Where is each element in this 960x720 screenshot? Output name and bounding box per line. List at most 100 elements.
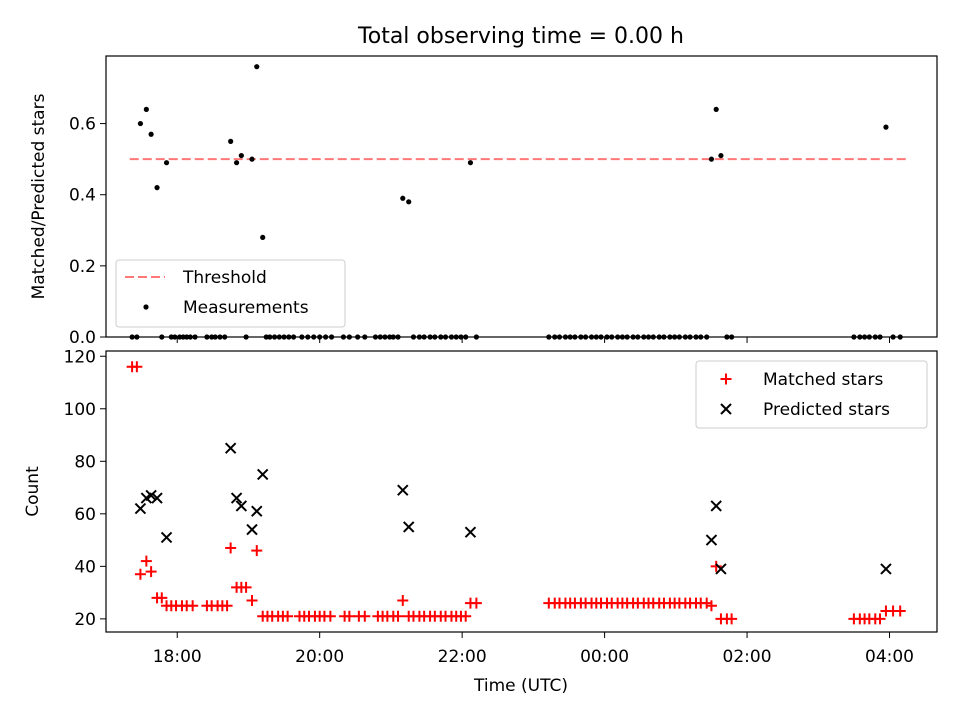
matched-star-point bbox=[343, 610, 355, 622]
predicted-star-point bbox=[705, 534, 718, 546]
top-y-ticks: 0.0 0.2 0.4 0.6 bbox=[69, 115, 106, 348]
measurement-point bbox=[137, 120, 144, 127]
x-tick-label: 00:00 bbox=[580, 647, 629, 667]
predicted-star-point bbox=[145, 489, 157, 502]
y-tick-label: 0.6 bbox=[69, 115, 96, 135]
y-tick-label: 80 bbox=[74, 452, 96, 472]
predicted-star-point bbox=[715, 563, 727, 575]
measurement-point bbox=[143, 106, 149, 112]
predicted-star-point bbox=[224, 442, 237, 454]
y-tick-label: 0.4 bbox=[69, 186, 96, 206]
matched-star-point bbox=[470, 597, 482, 609]
measurement-point bbox=[228, 138, 234, 144]
x-tick-label: 22:00 bbox=[438, 647, 487, 667]
matched-star-point bbox=[874, 613, 886, 625]
bottom-x-axis-label: Time (UTC) bbox=[473, 676, 568, 696]
matched-star-point bbox=[710, 560, 722, 572]
matched-star-point bbox=[359, 610, 371, 622]
predicted-star-point bbox=[256, 468, 269, 481]
measurement-point bbox=[406, 199, 412, 205]
predicted-star-point bbox=[403, 521, 415, 533]
matched-star-point bbox=[701, 597, 713, 609]
legend-threshold-label: Threshold bbox=[182, 268, 267, 288]
legend-predicted-swatch bbox=[720, 403, 732, 415]
measurement-point bbox=[467, 160, 474, 166]
predicted-star-point bbox=[151, 492, 163, 504]
matched-star-point bbox=[894, 605, 906, 617]
measurement-point bbox=[233, 160, 240, 166]
y-tick-label: 60 bbox=[74, 505, 96, 525]
matched-star-point bbox=[131, 361, 143, 373]
x-tick-label: 18:00 bbox=[153, 647, 202, 667]
y-tick-label: 0.2 bbox=[69, 257, 96, 277]
measurement-point bbox=[718, 152, 724, 159]
bottom-y-ticks: 20 40 60 80 100 120 bbox=[64, 347, 106, 630]
matched-star-point bbox=[134, 568, 146, 580]
matched-star-point bbox=[187, 600, 199, 612]
measurement-point bbox=[249, 156, 255, 162]
matched-star-point bbox=[225, 542, 237, 554]
top-x-ticks bbox=[176, 337, 891, 343]
bottom-x-ticks: 18:00 20:00 22:00 00:00 02:00 04:00 bbox=[153, 632, 914, 667]
matched-star-point bbox=[145, 566, 157, 578]
matched-star-point bbox=[221, 600, 233, 612]
predicted-star-point bbox=[251, 505, 263, 517]
measurement-point bbox=[260, 234, 266, 241]
predicted-star-point bbox=[397, 484, 409, 496]
measurement-point bbox=[238, 152, 244, 159]
predicted-star-point bbox=[710, 500, 722, 512]
legend-matched-swatch bbox=[720, 373, 732, 385]
matched-star-point bbox=[460, 610, 472, 622]
x-tick-label: 04:00 bbox=[865, 647, 914, 667]
bottom-chart-marks bbox=[126, 361, 906, 625]
top-chart-title: Total observing time = 0.00 h bbox=[357, 24, 684, 49]
predicted-star-point bbox=[246, 523, 258, 536]
matched-star-point bbox=[140, 555, 152, 567]
matched-star-point bbox=[324, 610, 336, 622]
matched-star-point bbox=[392, 610, 404, 622]
predicted-star-point bbox=[464, 526, 477, 538]
bottom-legend-box bbox=[695, 360, 928, 429]
measurement-point bbox=[400, 195, 406, 201]
measurement-point bbox=[713, 106, 719, 112]
matched-star-point bbox=[705, 600, 717, 612]
predicted-star-point bbox=[230, 492, 243, 504]
top-legend: Threshold Measurements bbox=[115, 259, 346, 328]
x-tick-label: 20:00 bbox=[295, 647, 344, 667]
top-panel: Total observing time = 0.00 h 0.00.20.40… bbox=[29, 24, 938, 348]
top-legend-box bbox=[115, 259, 346, 328]
measurement-point bbox=[148, 131, 154, 137]
matched-star-point bbox=[156, 592, 168, 604]
bottom-panel: 20 40 60 80 100 120 18:00 20:00 22:00 00:00 02:00… bbox=[23, 347, 938, 696]
predicted-star-point bbox=[235, 500, 248, 512]
measurement-point bbox=[883, 124, 889, 130]
matched-star-point bbox=[282, 610, 294, 622]
bottom-axes-frame bbox=[105, 350, 938, 633]
predicted-star-point bbox=[160, 531, 173, 544]
legend-measurements-label: Measurements bbox=[183, 298, 309, 318]
predicted-star-point bbox=[880, 563, 892, 575]
matched-star-point bbox=[246, 594, 258, 606]
bottom-legend: Matched stars Predicted stars bbox=[695, 360, 928, 429]
top-axes-frame bbox=[105, 55, 938, 338]
y-tick-label: 40 bbox=[74, 557, 96, 577]
legend-predicted-label: Predicted stars bbox=[763, 400, 890, 420]
measurement-point bbox=[708, 156, 715, 162]
predicted-star-point bbox=[134, 502, 147, 515]
matched-star-point bbox=[251, 545, 263, 557]
measurement-point bbox=[154, 185, 160, 191]
y-tick-label: 0.0 bbox=[69, 328, 96, 348]
legend-measurements-swatch bbox=[143, 304, 149, 310]
y-tick-label: 20 bbox=[74, 610, 96, 630]
matched-star-point bbox=[726, 613, 738, 625]
legend-matched-label: Matched stars bbox=[763, 370, 883, 390]
matched-star-point bbox=[397, 594, 409, 606]
top-y-axis-label: Matched/Predicted stars bbox=[29, 93, 49, 299]
measurement-point bbox=[163, 160, 170, 166]
bottom-y-axis-label: Count bbox=[23, 466, 43, 517]
y-tick-label: 100 bbox=[64, 400, 96, 420]
matched-star-point bbox=[240, 581, 252, 593]
measurement-point bbox=[254, 64, 260, 70]
y-tick-label: 120 bbox=[64, 347, 96, 367]
